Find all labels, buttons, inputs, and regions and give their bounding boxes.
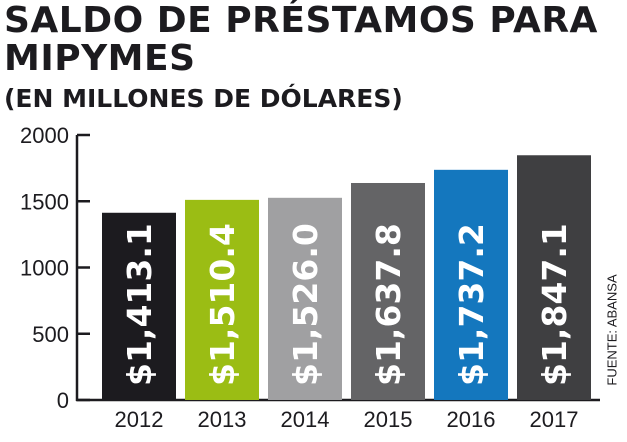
y-tick-label: 2000 [20, 123, 69, 148]
data-label: $1,510.4 [203, 223, 242, 386]
bar-2013 [185, 199, 259, 400]
bar-2014 [268, 197, 342, 400]
bar-2017 [517, 155, 591, 400]
x-tick-label: 2014 [281, 407, 330, 432]
x-tick-label: 2012 [115, 407, 164, 432]
data-label: $1,737.2 [452, 223, 491, 386]
y-tick-label: 500 [32, 322, 69, 347]
x-tick-label: 2015 [364, 407, 413, 432]
source-note: FUENTE: ABANSA [604, 274, 620, 386]
data-label: $1,413.1 [120, 223, 159, 386]
chart-subtitle: (EN MILLONES DE DÓLARES) [4, 84, 403, 113]
y-tick-label: 1000 [20, 256, 69, 281]
x-tick-label: 2013 [198, 407, 247, 432]
data-label: $1,637.8 [369, 223, 408, 386]
bar-2012 [102, 212, 176, 400]
y-tick-label: 1500 [20, 189, 69, 214]
x-tick-label: 2016 [447, 407, 496, 432]
y-tick-label: 0 [57, 388, 69, 413]
data-label: $1,847.1 [535, 223, 574, 386]
chart-title: SALDO DE PRÉSTAMOS PARA MIPYMES [4, 0, 598, 79]
bar-2016 [434, 169, 508, 400]
data-label: $1,526.0 [286, 223, 325, 386]
x-tick-label: 2017 [530, 407, 579, 432]
bar-2015 [351, 182, 425, 400]
